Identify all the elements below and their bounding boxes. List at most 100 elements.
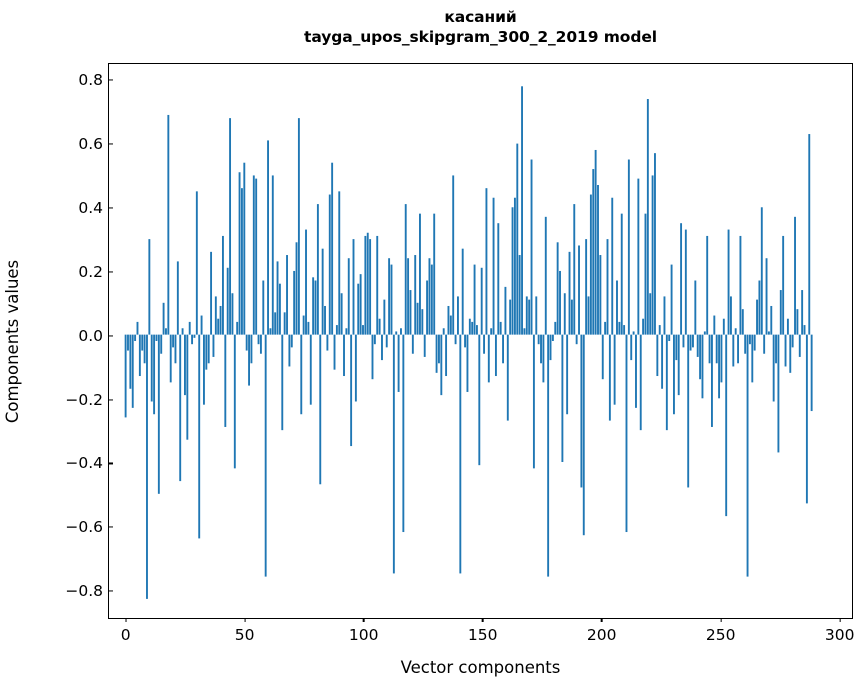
bar: [592, 169, 595, 335]
bar: [687, 334, 690, 488]
bar: [184, 334, 186, 396]
bar: [331, 162, 334, 335]
bar: [252, 175, 255, 335]
bar: [494, 334, 497, 377]
y-axis-tick-label: −0.4: [65, 454, 103, 473]
bar: [267, 140, 269, 335]
bar: [656, 334, 659, 377]
y-axis-tick-mark: [109, 143, 113, 145]
bar: [172, 334, 175, 348]
bar: [207, 334, 210, 364]
bar: [805, 334, 808, 504]
bar: [440, 334, 443, 396]
bar: [388, 258, 391, 335]
bar: [732, 334, 735, 367]
bar: [798, 334, 801, 357]
bar: [461, 248, 464, 335]
y-axis-tick-mark: [109, 590, 113, 592]
bar: [547, 334, 550, 577]
bar: [718, 334, 721, 399]
bar: [402, 334, 405, 533]
bar: [710, 334, 713, 427]
bar: [428, 258, 431, 335]
y-axis-tick-mark: [109, 207, 113, 209]
bar: [694, 280, 697, 335]
bar: [326, 334, 329, 351]
bar: [563, 293, 566, 335]
x-axis-tick-mark: [839, 618, 841, 622]
x-axis-tick: 150: [467, 618, 498, 644]
bar: [262, 280, 265, 335]
bar: [333, 334, 336, 370]
bar: [293, 270, 296, 335]
bar: [765, 258, 768, 335]
bar: [245, 334, 248, 351]
bar: [689, 334, 692, 351]
bar: [231, 293, 234, 335]
bar: [753, 334, 756, 351]
bar: [305, 229, 307, 335]
bar: [188, 321, 191, 335]
bar: [670, 264, 673, 335]
bar: [511, 207, 514, 335]
bar: [143, 334, 146, 364]
bar: [435, 334, 438, 373]
bar: [157, 334, 160, 494]
bar: [165, 328, 167, 335]
bar: [756, 299, 758, 335]
bar: [219, 305, 222, 335]
bar: [392, 334, 395, 574]
bar: [784, 334, 787, 367]
bar: [290, 334, 293, 348]
bar: [214, 296, 217, 335]
y-axis-tick-label: 0.2: [78, 262, 103, 281]
bar: [703, 331, 706, 335]
y-axis-tick-label: −0.8: [65, 582, 103, 601]
x-axis-tick-label: 150: [467, 626, 498, 644]
bar: [810, 334, 813, 412]
x-axis-title: Vector components: [108, 658, 853, 677]
bar: [281, 334, 284, 431]
bar: [499, 321, 502, 335]
bar: [433, 213, 436, 335]
x-axis-tick-mark: [244, 618, 246, 622]
bar: [544, 216, 547, 335]
x-axis-tick-mark: [363, 618, 365, 622]
x-axis-tick-label: 100: [348, 626, 379, 644]
bar: [509, 299, 512, 335]
bar: [357, 283, 360, 335]
y-axis-tick: 0.6: [78, 135, 113, 153]
bar: [739, 235, 742, 335]
bar: [582, 334, 585, 536]
bar: [286, 255, 288, 335]
bar: [604, 321, 607, 335]
bar-chart-canvas: [124, 86, 813, 599]
y-axis-tick-mark: [109, 271, 113, 273]
bar: [340, 293, 343, 335]
bar: [153, 334, 156, 415]
bar: [775, 334, 777, 364]
bar: [276, 261, 279, 335]
bar: [803, 325, 806, 335]
bar: [473, 264, 476, 335]
x-axis-tick-label: 300: [824, 626, 855, 644]
bar: [630, 334, 633, 361]
bar: [746, 334, 749, 577]
bar: [649, 293, 652, 335]
bar: [160, 334, 163, 354]
x-axis-tick-label: 50: [234, 626, 255, 644]
y-axis-tick: −0.4: [65, 454, 113, 473]
bar: [454, 334, 457, 345]
bar: [338, 191, 341, 335]
bar: [646, 99, 649, 335]
bar: [551, 334, 554, 341]
bar: [397, 334, 400, 392]
bar: [407, 258, 410, 335]
bar: [395, 331, 398, 335]
bar: [699, 334, 702, 380]
bar: [663, 296, 666, 335]
bar: [127, 334, 129, 351]
bar: [616, 280, 618, 335]
bar: [642, 318, 645, 335]
bar: [737, 334, 740, 364]
